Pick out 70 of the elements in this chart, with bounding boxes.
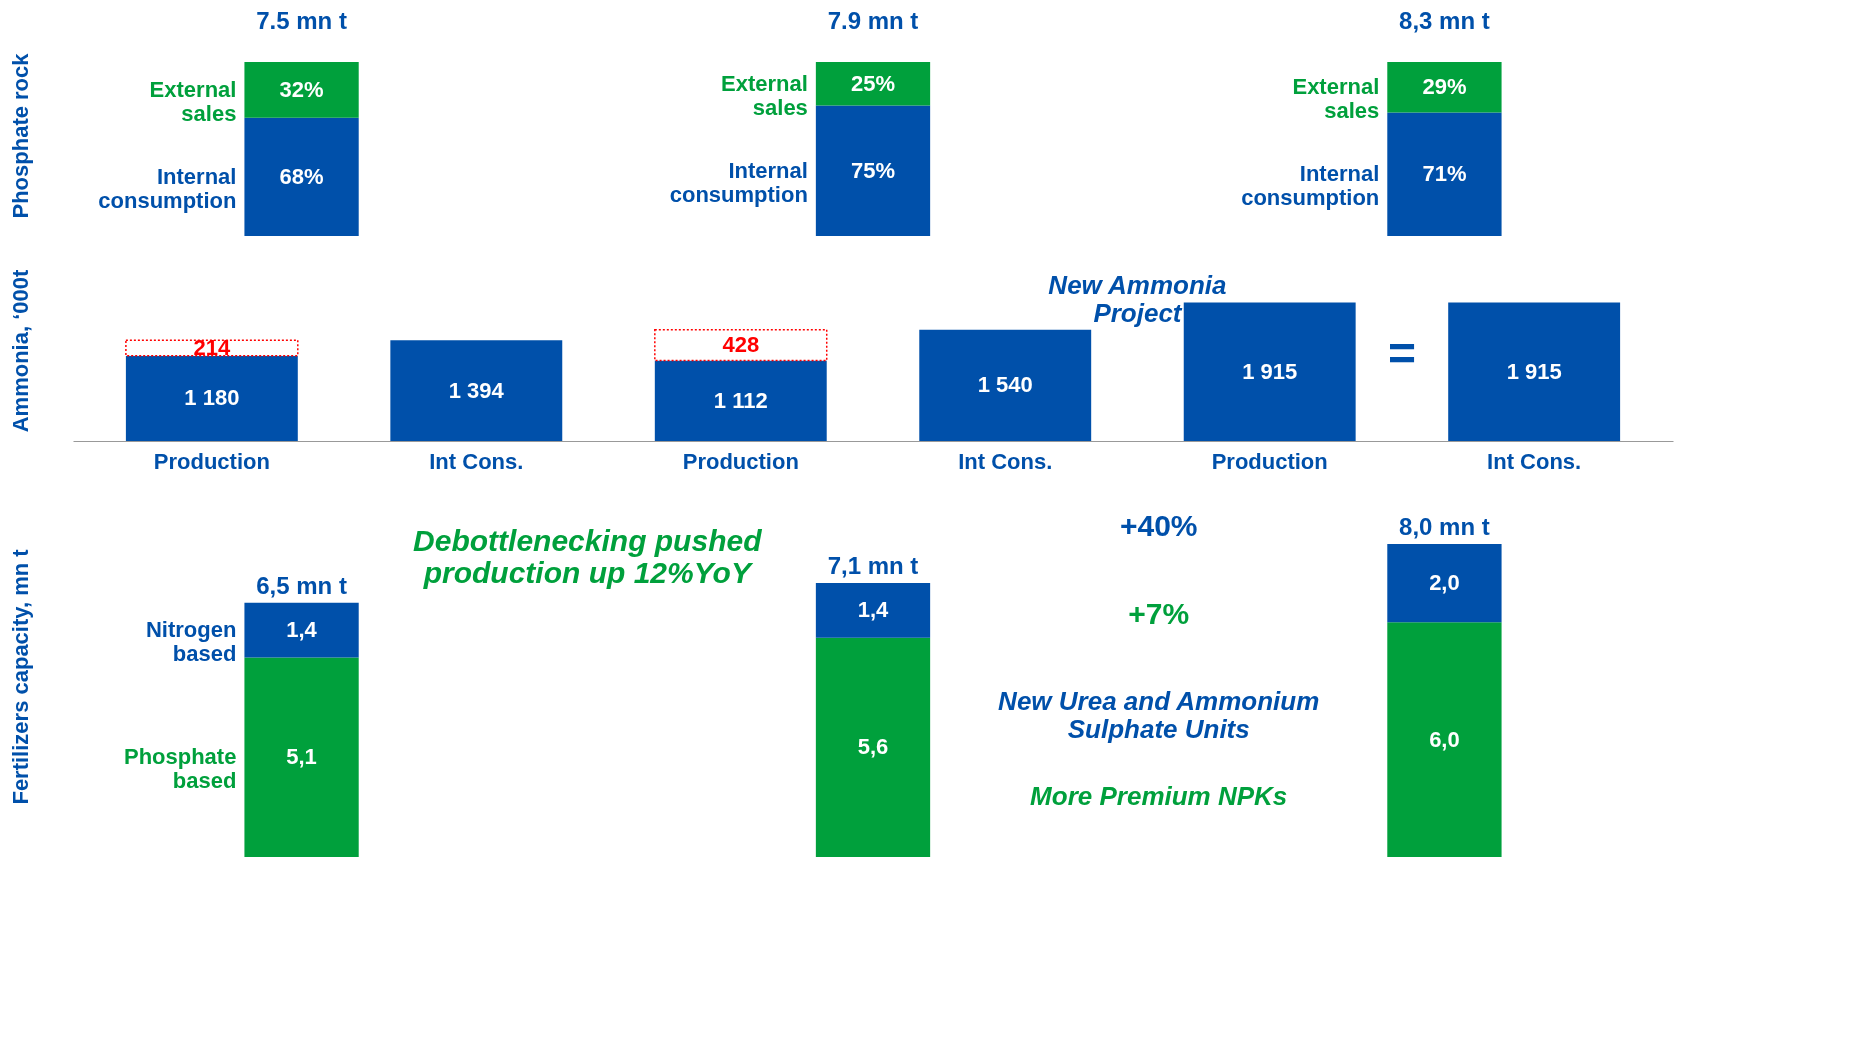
text: 7.9 mn t: [827, 7, 919, 34]
series-label: Internal consumption: [98, 163, 237, 213]
x-tick-label: Production: [153, 448, 270, 474]
data-label: 75%: [850, 157, 896, 183]
total-label: 6,5 mn t: [256, 571, 347, 599]
text: Internal consumption: [1241, 161, 1380, 211]
bar: [1387, 112, 1502, 236]
data-label: 71%: [1422, 161, 1467, 187]
text: External sales: [721, 70, 808, 120]
x-tick-label: Int Cons.: [958, 448, 1053, 474]
x-tick-label: Production: [1211, 448, 1328, 474]
bar: [390, 340, 563, 441]
series-label: Phosphate based: [123, 744, 237, 794]
data-label: 1 180: [184, 385, 240, 411]
annotation: More Premium NPKs: [1030, 781, 1288, 811]
bar: [244, 657, 359, 857]
data-label: 29%: [1422, 74, 1467, 100]
bar: [125, 339, 299, 357]
text: +40%: [1119, 509, 1198, 542]
bar: [125, 355, 298, 441]
annotation: Debottlenecking pushed production up 12%YoY: [413, 524, 763, 589]
data-label: 1 915: [1506, 358, 1562, 384]
bar: [654, 328, 828, 362]
text: 8,3 mn t: [1399, 7, 1490, 34]
bar: [1387, 62, 1502, 113]
data-label: 214: [193, 334, 231, 360]
x-tick-label: Int Cons.: [429, 448, 524, 474]
annotation: +7%: [1128, 597, 1190, 630]
data-label: 1 112: [713, 387, 768, 413]
x-tick-label: Production: [682, 448, 799, 474]
y-axis-title: Ammonia, ‘000t: [8, 269, 33, 433]
text: External sales: [1292, 74, 1380, 124]
y-axis-title: Fertilizers capacity, mn t: [8, 548, 33, 805]
bar: [1387, 543, 1502, 623]
data-label: 1,4: [286, 617, 318, 643]
data-label: 1 540: [977, 372, 1033, 398]
data-label: 68%: [279, 163, 324, 189]
bar: [815, 637, 931, 857]
bar: [1448, 302, 1621, 441]
data-label: 428: [722, 332, 760, 358]
data-label: 6,0: [1429, 726, 1460, 752]
data-label: 5,1: [286, 744, 317, 770]
data-label: 5,6: [857, 734, 889, 760]
bar: [1183, 302, 1356, 441]
data-label: 1 915: [1242, 358, 1298, 384]
data-label: 32%: [279, 76, 324, 102]
annotation: =: [1387, 327, 1416, 380]
data-label: 2,0: [1429, 570, 1460, 596]
bar: [815, 62, 931, 106]
series-label: External sales: [149, 76, 237, 126]
text: 7.5 mn t: [256, 7, 347, 34]
bar: [244, 602, 359, 658]
y-axis-title: Phosphate rock: [8, 52, 33, 219]
bar: [919, 329, 1092, 441]
bar: [1387, 622, 1502, 857]
annotation: New Urea and Ammonium Sulphate Units: [998, 686, 1320, 744]
bar: [815, 583, 931, 638]
bar: [244, 117, 359, 236]
total-label: 7,1 mn t: [827, 552, 919, 580]
bar: [815, 105, 931, 236]
series-label: Nitrogen based: [145, 617, 237, 667]
annotation: New Ammonia Project: [1048, 270, 1227, 328]
total-label: 8,0 mn t: [1399, 512, 1490, 540]
data-label: 1 394: [448, 377, 505, 403]
data-label: 1,4: [857, 597, 890, 623]
x-tick-label: Int Cons.: [1487, 448, 1582, 474]
data-label: 25%: [850, 70, 896, 96]
text: Internal consumption: [669, 157, 808, 207]
bar: [244, 62, 359, 118]
bar: [654, 360, 827, 441]
